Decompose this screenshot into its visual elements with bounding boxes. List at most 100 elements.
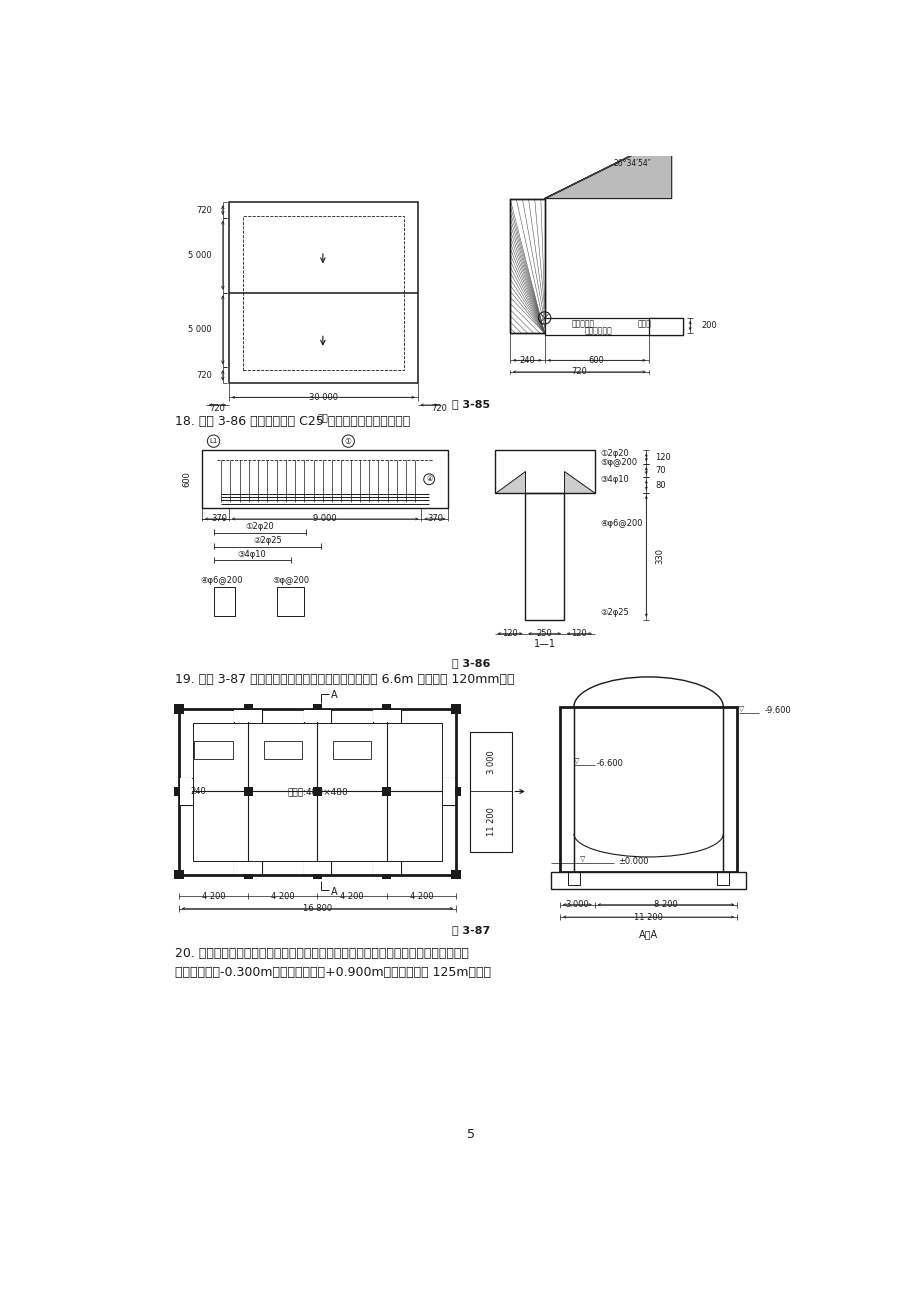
Bar xyxy=(573,707,722,872)
Bar xyxy=(303,710,331,723)
Text: 120: 120 xyxy=(655,453,671,462)
Bar xyxy=(525,492,563,620)
Text: A: A xyxy=(331,690,337,700)
Text: ④φ6@200: ④φ6@200 xyxy=(600,519,642,529)
Text: ②2φ25: ②2φ25 xyxy=(600,608,629,617)
Bar xyxy=(264,741,301,759)
Bar xyxy=(244,870,253,879)
Bar xyxy=(312,870,322,879)
Bar xyxy=(178,710,456,875)
Bar xyxy=(194,741,233,759)
Bar xyxy=(312,704,322,713)
Text: ±0.000: ±0.000 xyxy=(618,857,648,866)
Text: 4 200: 4 200 xyxy=(271,892,294,901)
Text: ▽: ▽ xyxy=(573,758,579,764)
Bar xyxy=(716,872,729,884)
Bar xyxy=(193,723,442,861)
Text: 720: 720 xyxy=(196,371,211,380)
Text: 26°34′54″: 26°34′54″ xyxy=(613,159,651,168)
Text: 720: 720 xyxy=(571,367,586,376)
Text: 3.000: 3.000 xyxy=(565,900,588,909)
Text: 5: 5 xyxy=(467,1128,475,1141)
Bar xyxy=(234,862,262,874)
Text: 600: 600 xyxy=(182,471,191,487)
Polygon shape xyxy=(563,471,594,492)
Text: 250: 250 xyxy=(536,629,552,638)
Bar xyxy=(174,870,183,879)
Bar xyxy=(372,862,401,874)
Bar xyxy=(174,704,183,713)
Text: 5 000: 5 000 xyxy=(188,326,211,335)
Bar xyxy=(648,318,683,335)
Text: 4 200: 4 200 xyxy=(201,892,225,901)
Text: 3 000: 3 000 xyxy=(486,750,495,773)
Text: 240: 240 xyxy=(190,786,206,796)
Text: -9.600: -9.600 xyxy=(764,706,790,715)
Bar xyxy=(243,216,403,370)
Text: 图 3-87: 图 3-87 xyxy=(452,926,490,935)
Bar xyxy=(494,450,594,492)
Text: 4 200: 4 200 xyxy=(340,892,364,901)
Text: A: A xyxy=(331,887,337,897)
Text: 封闭板: 封闭板 xyxy=(637,319,651,328)
Bar xyxy=(451,704,460,713)
Text: ①2φ20: ①2φ20 xyxy=(600,449,629,458)
Text: ⑤φ@200: ⑤φ@200 xyxy=(600,458,637,467)
Bar xyxy=(244,786,253,796)
Text: 370: 370 xyxy=(211,514,227,523)
Text: 11 200: 11 200 xyxy=(633,913,663,922)
Text: 600: 600 xyxy=(588,355,604,365)
Polygon shape xyxy=(544,135,671,199)
Bar xyxy=(451,786,460,796)
Text: ①2φ20: ①2φ20 xyxy=(245,522,274,531)
Text: 720: 720 xyxy=(431,404,447,413)
Text: 图 3-85: 图 3-85 xyxy=(452,400,490,409)
Text: 平面: 平面 xyxy=(318,414,328,423)
Text: 120: 120 xyxy=(502,629,517,638)
Bar xyxy=(234,710,262,723)
Text: 720: 720 xyxy=(209,404,225,413)
Text: 11 200: 11 200 xyxy=(486,807,495,836)
Text: 240: 240 xyxy=(519,355,535,365)
Text: 120: 120 xyxy=(571,629,586,638)
Bar xyxy=(333,741,371,759)
Text: ③4φ10: ③4φ10 xyxy=(600,475,629,484)
Text: L1: L1 xyxy=(210,439,218,444)
Bar xyxy=(443,777,455,806)
Text: 柱截面:480×480: 柱截面:480×480 xyxy=(287,786,347,796)
Text: 720: 720 xyxy=(196,206,211,215)
Bar xyxy=(381,786,391,796)
Text: 30 000: 30 000 xyxy=(309,393,337,402)
Bar xyxy=(179,777,192,806)
Text: 4 200: 4 200 xyxy=(409,892,433,901)
Text: 8 200: 8 200 xyxy=(653,900,677,909)
Bar xyxy=(381,870,391,879)
Text: 16 800: 16 800 xyxy=(302,904,332,913)
Text: ②2φ25: ②2φ25 xyxy=(253,536,281,546)
Text: -6.600: -6.600 xyxy=(596,759,623,767)
Bar xyxy=(312,786,322,796)
Text: 19. 如图 3-87 所示，求厂房脚手架工程量（已知标高 6.6m 处板厚为 120mm）。: 19. 如图 3-87 所示，求厂房脚手架工程量（已知标高 6.6m 处板厚为 … xyxy=(175,673,514,686)
Text: 70: 70 xyxy=(655,466,665,475)
Polygon shape xyxy=(494,471,525,492)
Text: ①: ① xyxy=(345,436,351,445)
Bar xyxy=(567,872,580,884)
Text: 18. 如图 3-86 所示，求现浇 C25 混凝土花篮梁钢筋用量。: 18. 如图 3-86 所示，求现浇 C25 混凝土花篮梁钢筋用量。 xyxy=(175,415,410,428)
Bar xyxy=(550,872,745,889)
Text: 5 000: 5 000 xyxy=(188,251,211,259)
Text: 1—1: 1—1 xyxy=(533,639,555,650)
Text: 砂纸底板夹面: 砂纸底板夹面 xyxy=(584,327,612,336)
Text: 9 000: 9 000 xyxy=(313,514,336,523)
Text: A－A: A－A xyxy=(639,928,657,939)
Bar xyxy=(174,786,183,796)
Bar xyxy=(544,318,683,335)
Bar xyxy=(202,450,448,508)
Bar xyxy=(509,199,544,333)
Bar xyxy=(229,202,417,383)
Text: ▽: ▽ xyxy=(580,857,585,862)
Bar xyxy=(244,704,253,713)
Bar xyxy=(451,870,460,879)
Text: 室外地坪标高-0.300m，底层窗台标高+0.900m，外墙中心线 125m。求：: 室外地坪标高-0.300m，底层窗台标高+0.900m，外墙中心线 125m。求… xyxy=(175,966,491,979)
Text: ③4φ10: ③4φ10 xyxy=(237,549,267,559)
Bar xyxy=(509,199,544,333)
